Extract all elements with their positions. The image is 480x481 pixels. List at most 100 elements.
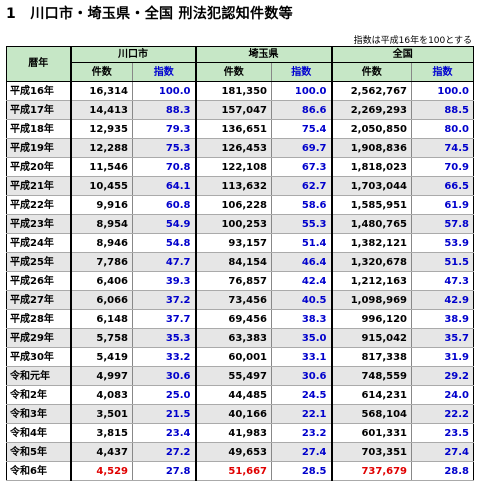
national-count-cell: 2,269,293 — [330, 100, 412, 120]
national-index-cell: 80.0 — [411, 119, 474, 139]
table-row: 令和6年 4,529 27.8 51,667 28.5 737,679 28.8 — [6, 461, 474, 481]
table-row: 平成28年 6,148 37.7 69,456 38.3 996,120 38.9 — [6, 309, 474, 329]
national-index-cell: 51.5 — [411, 252, 474, 272]
national-count-cell: 1,480,765 — [330, 214, 412, 234]
national-index-cell: 23.5 — [411, 423, 474, 443]
table-row: 平成16年 16,314 100.0 181,350 100.0 2,562,767 100… — [6, 81, 474, 101]
count-header: 件数 — [69, 62, 133, 82]
table-row: 平成17年 14,413 88.3 157,047 86.6 2,269,293 88.5 — [6, 100, 474, 120]
saitama-count-cell: 100,253 — [194, 214, 272, 234]
saitama-index-cell: 100.0 — [271, 81, 332, 101]
national-index-cell: 27.4 — [411, 442, 474, 462]
year-cell: 平成24年 — [6, 233, 71, 253]
saitama-count-cell: 41,983 — [194, 423, 272, 443]
saitama-count-cell: 40,166 — [194, 404, 272, 424]
kawaguchi-count-cell: 3,815 — [69, 423, 133, 443]
saitama-count-cell: 93,157 — [194, 233, 272, 253]
saitama-count-cell: 49,653 — [194, 442, 272, 462]
table-row: 平成30年 5,419 33.2 60,001 33.1 817,338 31.9 — [6, 347, 474, 367]
saitama-index-cell: 24.5 — [271, 385, 332, 405]
national-count-cell: 1,818,023 — [330, 157, 412, 177]
year-cell: 令和元年 — [6, 366, 71, 386]
year-cell: 令和3年 — [6, 404, 71, 424]
kawaguchi-count-cell: 4,997 — [69, 366, 133, 386]
national-index-cell: 88.5 — [411, 100, 474, 120]
count-header: 件数 — [194, 62, 272, 82]
table-row: 令和3年 3,501 21.5 40,166 22.1 568,104 22.2 — [6, 404, 474, 424]
kawaguchi-index-cell: 21.5 — [132, 404, 196, 424]
kawaguchi-index-cell: 23.4 — [132, 423, 196, 443]
kawaguchi-index-cell: 100.0 — [132, 81, 196, 101]
year-cell: 令和5年 — [6, 442, 71, 462]
kawaguchi-index-cell: 37.2 — [132, 290, 196, 310]
year-cell: 平成28年 — [6, 309, 71, 329]
kawaguchi-count-cell: 12,935 — [69, 119, 133, 139]
national-count-cell: 2,050,850 — [330, 119, 412, 139]
index-header: 指数 — [132, 62, 196, 82]
kawaguchi-index-cell: 47.7 — [132, 252, 196, 272]
saitama-count-cell: 122,108 — [194, 157, 272, 177]
kawaguchi-count-cell: 14,413 — [69, 100, 133, 120]
kawaguchi-index-cell: 37.7 — [132, 309, 196, 329]
group-header-kawaguchi: 川口市 — [69, 46, 196, 63]
national-count-cell: 1,585,951 — [330, 195, 412, 215]
saitama-index-cell: 86.6 — [271, 100, 332, 120]
index-note: 指数は平成16年を100とする — [353, 36, 472, 46]
saitama-index-cell: 58.6 — [271, 195, 332, 215]
kawaguchi-index-cell: 54.8 — [132, 233, 196, 253]
saitama-count-cell: 181,350 — [194, 81, 272, 101]
table-row: 平成29年 5,758 35.3 63,383 35.0 915,042 35.7 — [6, 328, 474, 348]
table-row: 令和2年 4,083 25.0 44,485 24.5 614,231 24.0 — [6, 385, 474, 405]
national-index-cell: 57.8 — [411, 214, 474, 234]
saitama-index-cell: 28.5 — [271, 461, 332, 481]
saitama-index-cell: 55.3 — [271, 214, 332, 234]
year-cell: 平成19年 — [6, 138, 71, 158]
year-cell: 令和2年 — [6, 385, 71, 405]
kawaguchi-index-cell: 79.3 — [132, 119, 196, 139]
kawaguchi-index-cell: 27.2 — [132, 442, 196, 462]
page-title: 1 川口市・埼玉県・全国 刑法犯認知件数等 — [6, 6, 293, 22]
saitama-index-cell: 23.2 — [271, 423, 332, 443]
kawaguchi-count-cell: 12,288 — [69, 138, 133, 158]
saitama-count-cell: 44,485 — [194, 385, 272, 405]
kawaguchi-count-cell: 6,148 — [69, 309, 133, 329]
national-count-cell: 1,382,121 — [330, 233, 412, 253]
kawaguchi-count-cell: 10,455 — [69, 176, 133, 196]
kawaguchi-count-cell: 8,946 — [69, 233, 133, 253]
saitama-index-cell: 75.4 — [271, 119, 332, 139]
kawaguchi-index-cell: 75.3 — [132, 138, 196, 158]
saitama-index-cell: 69.7 — [271, 138, 332, 158]
kawaguchi-index-cell: 70.8 — [132, 157, 196, 177]
kawaguchi-count-cell: 4,529 — [69, 461, 133, 481]
year-cell: 平成21年 — [6, 176, 71, 196]
national-index-cell: 22.2 — [411, 404, 474, 424]
kawaguchi-count-cell: 5,758 — [69, 328, 133, 348]
national-index-cell: 35.7 — [411, 328, 474, 348]
index-header: 指数 — [271, 62, 332, 82]
kawaguchi-count-cell: 7,786 — [69, 252, 133, 272]
kawaguchi-count-cell: 9,916 — [69, 195, 133, 215]
kawaguchi-count-cell: 6,406 — [69, 271, 133, 291]
national-count-cell: 817,338 — [330, 347, 412, 367]
national-count-cell: 748,559 — [330, 366, 412, 386]
count-header: 件数 — [330, 62, 412, 82]
national-index-cell: 42.9 — [411, 290, 474, 310]
saitama-index-cell: 67.3 — [271, 157, 332, 177]
national-count-cell: 996,120 — [330, 309, 412, 329]
year-cell: 平成30年 — [6, 347, 71, 367]
saitama-count-cell: 157,047 — [194, 100, 272, 120]
national-count-cell: 568,104 — [330, 404, 412, 424]
national-index-cell: 31.9 — [411, 347, 474, 367]
national-index-cell: 47.3 — [411, 271, 474, 291]
kawaguchi-count-cell: 4,437 — [69, 442, 133, 462]
saitama-count-cell: 136,651 — [194, 119, 272, 139]
year-header: 暦年 — [6, 46, 71, 82]
table-row: 平成18年 12,935 79.3 136,651 75.4 2,050,850 80.0 — [6, 119, 474, 139]
saitama-count-cell: 69,456 — [194, 309, 272, 329]
national-count-cell: 614,231 — [330, 385, 412, 405]
kawaguchi-index-cell: 64.1 — [132, 176, 196, 196]
saitama-index-cell: 40.5 — [271, 290, 332, 310]
kawaguchi-index-cell: 25.0 — [132, 385, 196, 405]
saitama-index-cell: 46.4 — [271, 252, 332, 272]
year-cell: 令和6年 — [6, 461, 71, 481]
